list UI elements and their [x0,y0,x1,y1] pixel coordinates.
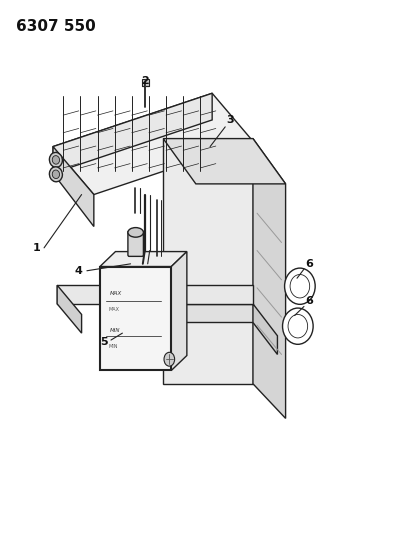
Ellipse shape [290,274,310,298]
Bar [142,79,149,86]
Text: MIN: MIN [108,344,118,349]
Circle shape [164,352,175,366]
Text: 6307 550: 6307 550 [16,19,96,34]
Text: 6: 6 [305,296,313,306]
Text: 1: 1 [33,243,40,253]
Polygon shape [57,285,253,304]
Ellipse shape [128,228,144,237]
Polygon shape [53,147,94,227]
Ellipse shape [52,156,60,164]
Text: 3: 3 [227,115,234,125]
Polygon shape [253,304,277,354]
Polygon shape [53,93,212,173]
Text: MAX: MAX [110,290,122,296]
Text: 4: 4 [75,266,83,276]
Polygon shape [155,304,253,322]
Polygon shape [171,252,187,370]
Ellipse shape [49,167,62,182]
FancyBboxPatch shape [128,231,143,256]
Ellipse shape [284,268,315,304]
Polygon shape [163,139,253,384]
Polygon shape [100,266,171,370]
Polygon shape [163,139,286,184]
Ellipse shape [52,170,60,179]
Text: 2: 2 [141,76,149,86]
Text: MAX: MAX [108,306,119,312]
Polygon shape [53,93,253,195]
Text: MIN: MIN [110,328,121,333]
Text: 6: 6 [305,259,313,269]
Ellipse shape [288,314,308,338]
Ellipse shape [49,152,62,167]
Polygon shape [253,139,286,418]
Text: 5: 5 [100,337,108,347]
Ellipse shape [282,308,313,344]
Polygon shape [57,285,82,333]
Polygon shape [100,252,187,266]
